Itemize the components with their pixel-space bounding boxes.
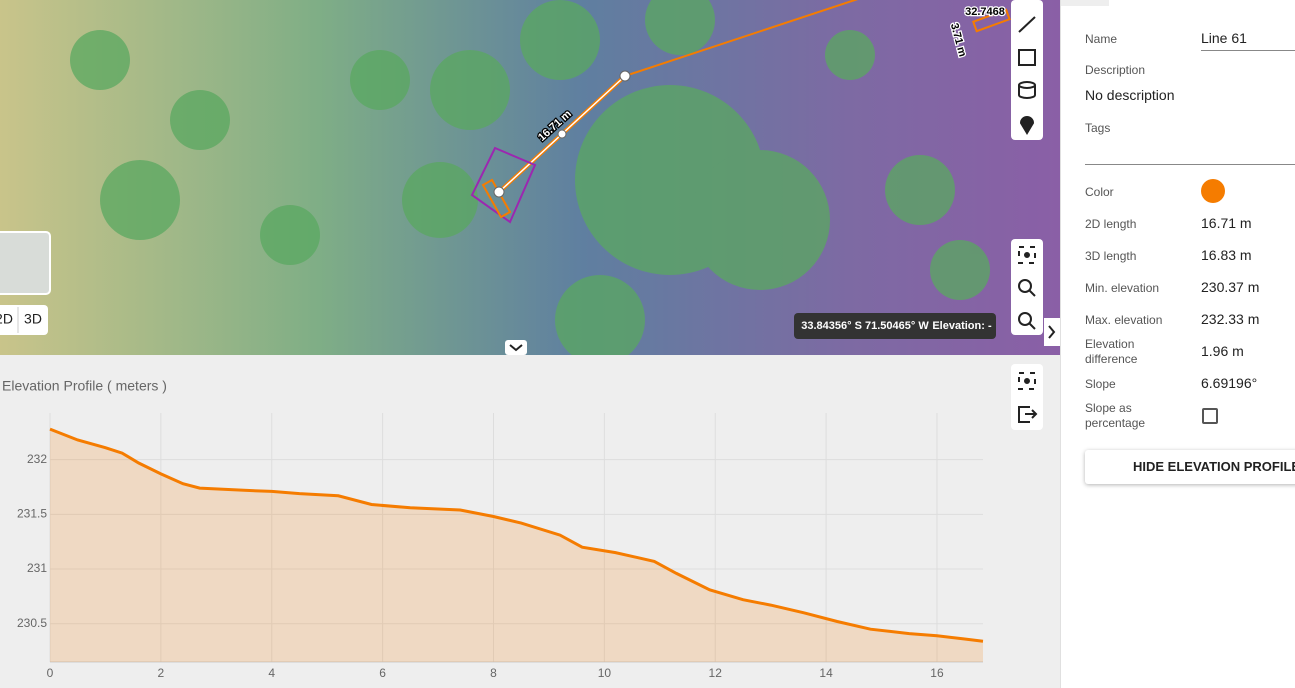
x-tick-label: 12 [709,666,723,680]
field-label: 3D length [1085,249,1137,263]
x-tick-label: 4 [268,666,275,680]
chart-title: Elevation Profile ( meters ) [2,378,167,394]
map-and-chart: 16.71 m 32.7468 3.71 m 2D 3D 33.84356° S… [0,0,1060,688]
chart-toolbar [1011,364,1043,430]
vertex[interactable] [619,70,631,82]
y-tick-label: 230.5 [17,616,47,630]
color-swatch[interactable] [1201,179,1225,203]
coords: 33.84356° S 71.50465° W [801,320,929,332]
status-bar [794,313,996,339]
area-box [481,178,512,219]
measure-line [624,0,859,77]
name-input[interactable]: Line 61 [1201,30,1295,51]
x-tick-label: 10 [598,666,612,680]
trees [70,0,990,365]
description: No description [1085,87,1175,103]
zoom-icons[interactable] [1018,246,1036,330]
x-tick-label: 2 [158,666,165,680]
view-toggle [0,305,48,335]
collapse-button[interactable] [505,340,527,355]
field-label: Name [1085,32,1118,46]
minimap[interactable] [0,231,51,295]
view-3d[interactable]: 3D [24,311,42,327]
field-label: Min. elevation [1085,281,1160,295]
field-value: 232.33 m [1201,311,1260,327]
tags-input[interactable] [1085,164,1295,165]
y-tick-label: 231 [27,561,47,575]
field-label: Slope as percentage [1085,401,1146,430]
field-label: Description [1085,63,1146,77]
area-box [971,8,1011,33]
field-value: 16.83 m [1201,247,1252,263]
field-label: Max. elevation [1085,313,1163,327]
line [49,427,984,643]
field-value: 1.96 m [1201,343,1244,359]
field-label: Color [1085,185,1114,199]
tool-icons[interactable] [1018,16,1036,135]
chevron [509,344,523,352]
toolbar [1011,0,1043,140]
area [50,429,983,662]
measure-label: 32.7468 [965,6,1005,18]
midpoint[interactable] [557,129,567,139]
hide-profile-button[interactable]: HIDE ELEVATION PROFILE [1085,450,1295,484]
y-tick-label: 232 [27,452,47,466]
x-tick-label: 14 [819,666,833,680]
elevation-chart: 0 2 4 6 8 10 12 14 16 230.5 231 231.5 232 [17,413,984,680]
x-tick-label: 16 [930,666,944,680]
field-label: 2D length [1085,217,1137,231]
chevron [1048,325,1056,339]
vertex[interactable] [493,186,505,198]
chart-panel [0,355,1060,688]
y-tick-label: 231.5 [17,507,47,521]
x-tick-label: 0 [47,666,54,680]
x-tick-label: 8 [490,666,497,680]
tab[interactable] [1061,0,1109,6]
view-2d[interactable]: 2D [0,311,13,327]
field-value: 230.37 m [1201,279,1260,295]
field-value: 6.69196° [1201,375,1258,391]
chart-icons[interactable] [1018,372,1038,423]
field-label: Tags [1085,121,1111,135]
side-panel: Name Line 61 Description No description … [1060,0,1295,688]
elevation-readout: Elevation: - [932,320,992,332]
field-value: 16.71 m [1201,215,1252,231]
checkbox[interactable] [1202,408,1218,424]
area-box [470,146,537,224]
field-label: Slope [1085,377,1116,391]
panel-toggle[interactable] [1044,318,1060,346]
field-label: Elevation difference [1085,337,1138,366]
x-tick-label: 6 [379,666,386,680]
